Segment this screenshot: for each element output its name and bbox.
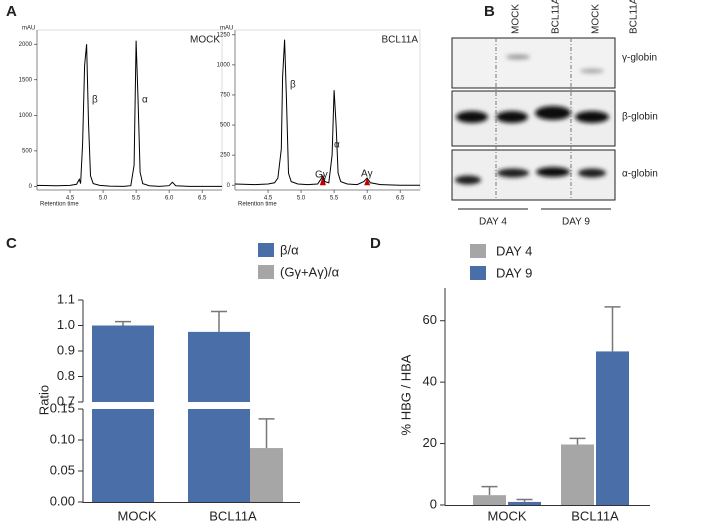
bar bbox=[250, 448, 283, 502]
x-tick-label: 5.5 bbox=[132, 196, 141, 202]
chart-title: MOCK bbox=[190, 35, 220, 46]
lane-label: BCL11A bbox=[551, 0, 562, 34]
y-tick-label: 1.0 bbox=[57, 317, 75, 332]
x-tick-label: MOCK bbox=[118, 508, 157, 523]
group-label: DAY 4 bbox=[479, 217, 507, 228]
legend-swatch bbox=[470, 244, 486, 258]
peak-label: Aγ bbox=[361, 169, 373, 180]
error-bar bbox=[258, 418, 275, 449]
x-tick-label: 6.0 bbox=[165, 196, 174, 202]
chart-title: BCL11A bbox=[381, 35, 418, 46]
row-label: α-globin bbox=[622, 169, 658, 180]
panel-label: C bbox=[6, 235, 17, 252]
y-tick-label: 0 bbox=[29, 184, 33, 190]
y-tick-label: 0.7 bbox=[57, 393, 75, 408]
legend-swatch bbox=[258, 243, 274, 257]
error-bar bbox=[481, 485, 498, 496]
error-bar bbox=[516, 498, 533, 502]
y-axis-label: Ratio bbox=[36, 385, 51, 415]
bar bbox=[473, 495, 506, 505]
trace bbox=[36, 40, 222, 187]
error-bar bbox=[211, 310, 227, 332]
peak-label: α bbox=[334, 140, 340, 151]
y-tick-label: 60 bbox=[423, 312, 437, 327]
panel-label: A bbox=[6, 3, 17, 20]
y-tick-label: 1000 bbox=[19, 113, 33, 119]
panel-label: B bbox=[484, 3, 495, 20]
x-tick-label: 4.5 bbox=[264, 196, 273, 202]
peak-label: β bbox=[290, 80, 296, 91]
y-tick-label: 1.1 bbox=[57, 291, 75, 306]
y-tick-label: 250 bbox=[220, 153, 231, 159]
peak-label: β bbox=[92, 95, 98, 106]
y-tick-label: 1500 bbox=[19, 77, 33, 83]
x-tick-label: 5.5 bbox=[330, 196, 339, 202]
y-axis-label: mAU bbox=[22, 26, 35, 32]
peak-fill bbox=[364, 177, 371, 186]
bar bbox=[596, 351, 629, 505]
y-tick-label: 0.00 bbox=[50, 493, 75, 508]
bar bbox=[508, 501, 541, 505]
bands bbox=[455, 54, 609, 185]
western-blot: MOCK BCL11A MOCK BCL11A γ-globin β-globi… bbox=[451, 0, 658, 228]
plot-frame bbox=[234, 29, 421, 191]
y-tick-label: 750 bbox=[220, 93, 231, 99]
row-label: γ-globin bbox=[622, 53, 657, 64]
y-tick-label: 500 bbox=[22, 148, 33, 154]
bar bbox=[561, 444, 594, 505]
group-label: DAY 9 bbox=[562, 217, 590, 228]
x-tick-label: 6.5 bbox=[396, 196, 405, 202]
y-tick-label: 0.05 bbox=[50, 462, 75, 477]
x-tick-label: BCL11A bbox=[571, 508, 619, 523]
row-label: β-globin bbox=[622, 112, 658, 123]
y-tick-label: 2000 bbox=[19, 42, 33, 48]
x-tick-label: 5.0 bbox=[297, 196, 306, 202]
y-tick-label: 0 bbox=[227, 183, 231, 189]
peak-label: Gγ bbox=[315, 170, 328, 181]
x-tick-label: 6.0 bbox=[363, 196, 372, 202]
legend-label: β/α bbox=[280, 242, 299, 257]
trace bbox=[234, 39, 420, 186]
y-tick-label: 1000 bbox=[217, 62, 231, 68]
peak-label: α bbox=[142, 95, 148, 106]
plot-frame bbox=[36, 29, 223, 191]
x-axis-label: Retention time bbox=[238, 202, 277, 208]
y-tick-label: 20 bbox=[423, 435, 437, 450]
panel-label: D bbox=[370, 235, 381, 252]
x-tick-label: MOCK bbox=[488, 508, 527, 523]
peak-fill bbox=[319, 175, 326, 186]
error-bar bbox=[115, 320, 131, 326]
legend-label: DAY 4 bbox=[496, 243, 532, 258]
legend-label: DAY 9 bbox=[496, 265, 532, 280]
y-tick-label: 0.10 bbox=[50, 431, 75, 446]
y-axis-label: mAU bbox=[220, 26, 233, 32]
y-tick-label: 40 bbox=[423, 374, 437, 389]
lane-label: MOCK bbox=[591, 4, 602, 34]
legend-swatch bbox=[470, 266, 486, 280]
y-tick-label: 0 bbox=[430, 496, 437, 511]
x-tick-label: 6.5 bbox=[198, 196, 207, 202]
x-tick-label: 5.0 bbox=[99, 196, 108, 202]
error-bar bbox=[569, 437, 586, 445]
x-axis-label: Retention time bbox=[40, 202, 79, 208]
error-bar bbox=[604, 306, 621, 352]
x-tick-label: BCL11A bbox=[209, 508, 257, 523]
blot-box bbox=[451, 37, 616, 89]
y-tick-label: 0.9 bbox=[57, 342, 75, 357]
legend-label: (Gγ+Aγ)/α bbox=[280, 264, 340, 279]
y-axis-label: % HBG / HBA bbox=[398, 354, 413, 435]
legend-swatch bbox=[258, 265, 274, 279]
y-tick-label: 500 bbox=[220, 123, 231, 129]
bar bbox=[92, 409, 154, 502]
y-tick-label: 0.15 bbox=[50, 400, 75, 415]
x-tick-label: 4.5 bbox=[66, 196, 75, 202]
y-tick-label: 0.8 bbox=[57, 368, 75, 383]
bar bbox=[188, 331, 250, 402]
lane-label: MOCK bbox=[511, 4, 522, 34]
bar bbox=[188, 409, 250, 502]
y-tick-label: 1250 bbox=[217, 32, 231, 38]
bar bbox=[92, 325, 154, 402]
lane-label: BCL11A bbox=[629, 0, 640, 34]
